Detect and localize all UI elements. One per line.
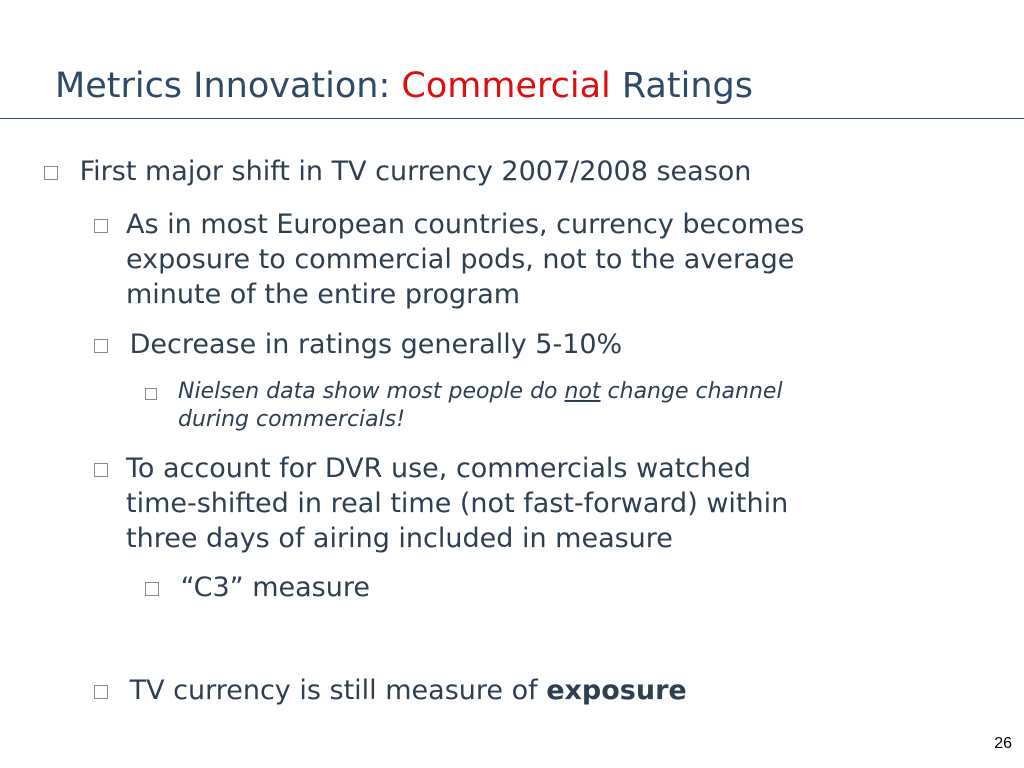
bullet-text-line: minute of the entire program [126, 279, 521, 310]
bullet-text: Decrease in ratings generally 5-10% [129, 329, 623, 360]
checkbox-bullet-icon [94, 463, 108, 477]
title-part-1: Metrics Innovation: [55, 66, 402, 106]
bullet-text-block: As in most European countries, currency … [126, 207, 805, 312]
bullet-item [145, 380, 157, 408]
bullet-item [94, 451, 108, 486]
bullet-text: “C3” measure [180, 572, 370, 603]
bullet-text-line: To account for DVR use, commercials watc… [126, 453, 751, 484]
bullet-text-line: during commercials! [178, 407, 406, 432]
title-divider [0, 118, 1024, 119]
checkbox-bullet-icon [94, 339, 108, 353]
bullet-text-line: exposure to commercial pods, not to the … [126, 244, 795, 275]
bullet-text-post: change channel [600, 379, 783, 404]
bullet-text-line: time-shifted in real time (not fast-forw… [126, 488, 789, 519]
slide-title: Metrics Innovation: Commercial Ratings [55, 66, 753, 106]
bullet-text-emphasis: not [564, 379, 601, 404]
checkbox-bullet-icon [94, 219, 108, 233]
checkbox-bullet-icon [94, 685, 108, 699]
bullet-item: “C3” measure [145, 570, 370, 605]
checkbox-bullet-icon [145, 582, 159, 596]
bullet-text-line: Nielsen data show most people do not cha… [178, 378, 783, 406]
checkbox-bullet-icon [145, 388, 157, 400]
title-part-2: Ratings [610, 66, 753, 106]
bullet-text-line: three days of airing included in measure [126, 523, 673, 554]
title-accent: Commercial [401, 66, 611, 106]
bullet-text-pre: TV currency is still measure of [129, 675, 547, 706]
bullet-item: TV currency is still measure of exposure [94, 673, 687, 708]
bullet-text-pre: Nielsen data show most people do [178, 379, 565, 404]
bullet-text: TV currency is still measure of exposure [130, 675, 687, 706]
bullet-text-emphasis: exposure [546, 675, 687, 706]
bullet-text: First major shift in TV currency 2007/20… [79, 156, 752, 187]
bullet-item: First major shift in TV currency 2007/20… [44, 154, 751, 189]
bullet-item: Decrease in ratings generally 5-10% [94, 327, 622, 362]
page-number: 26 [994, 735, 1012, 752]
checkbox-bullet-icon [44, 166, 58, 180]
bullet-text-block: To account for DVR use, commercials watc… [126, 451, 788, 556]
bullet-item [94, 207, 108, 242]
bullet-text-line: As in most European countries, currency … [126, 209, 805, 240]
bullet-text-block: Nielsen data show most people do not cha… [178, 378, 783, 434]
